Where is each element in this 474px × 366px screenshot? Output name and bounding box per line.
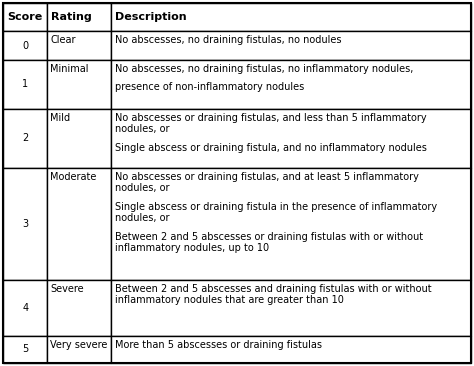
Bar xyxy=(47,280,110,336)
Bar xyxy=(110,60,471,109)
Text: Minimal: Minimal xyxy=(50,64,89,74)
Bar xyxy=(110,280,471,336)
Text: 1: 1 xyxy=(22,79,28,89)
Bar xyxy=(110,336,471,363)
Text: 4: 4 xyxy=(22,303,28,313)
Text: Description: Description xyxy=(115,12,186,22)
Text: No abscesses or draining fistulas, and at least 5 inflammatory: No abscesses or draining fistulas, and a… xyxy=(115,172,419,182)
Text: Rating: Rating xyxy=(52,12,92,22)
Bar xyxy=(110,109,471,168)
Bar xyxy=(3,3,47,31)
Bar xyxy=(47,109,110,168)
Text: Between 2 and 5 abscesses and draining fistulas with or without: Between 2 and 5 abscesses and draining f… xyxy=(115,284,431,294)
Text: 3: 3 xyxy=(22,219,28,229)
Bar xyxy=(110,168,471,280)
Text: Clear: Clear xyxy=(50,36,76,45)
Bar xyxy=(110,3,471,31)
Text: No abscesses, no draining fistulas, no inflammatory nodules,: No abscesses, no draining fistulas, no i… xyxy=(115,64,413,74)
Bar xyxy=(47,3,110,31)
Text: inflammatory nodules that are greater than 10: inflammatory nodules that are greater th… xyxy=(115,295,344,305)
Text: Single abscess or draining fistula, and no inflammatory nodules: Single abscess or draining fistula, and … xyxy=(115,143,427,153)
Bar xyxy=(110,31,471,60)
Bar xyxy=(3,280,47,336)
Text: No abscesses or draining fistulas, and less than 5 inflammatory: No abscesses or draining fistulas, and l… xyxy=(115,113,426,123)
Text: Moderate: Moderate xyxy=(50,172,97,182)
Text: Single abscess or draining fistula in the presence of inflammatory: Single abscess or draining fistula in th… xyxy=(115,202,437,212)
Bar xyxy=(47,60,110,109)
Text: 2: 2 xyxy=(22,133,28,143)
Bar xyxy=(3,336,47,363)
Text: 0: 0 xyxy=(22,41,28,51)
Text: nodules, or: nodules, or xyxy=(115,183,169,193)
Bar xyxy=(47,31,110,60)
Bar xyxy=(3,60,47,109)
Text: nodules, or: nodules, or xyxy=(115,213,169,223)
Text: No abscesses, no draining fistulas, no nodules: No abscesses, no draining fistulas, no n… xyxy=(115,36,341,45)
Bar xyxy=(3,168,47,280)
Bar xyxy=(3,109,47,168)
Text: Between 2 and 5 abscesses or draining fistulas with or without: Between 2 and 5 abscesses or draining fi… xyxy=(115,232,423,242)
Text: Severe: Severe xyxy=(50,284,84,294)
Text: Very severe: Very severe xyxy=(50,340,108,350)
Bar xyxy=(47,168,110,280)
Bar xyxy=(3,31,47,60)
Text: Score: Score xyxy=(8,12,43,22)
Text: More than 5 abscesses or draining fistulas: More than 5 abscesses or draining fistul… xyxy=(115,340,322,350)
Text: presence of non-inflammatory nodules: presence of non-inflammatory nodules xyxy=(115,82,304,93)
Text: 5: 5 xyxy=(22,344,28,354)
Bar xyxy=(47,336,110,363)
Text: inflammatory nodules, up to 10: inflammatory nodules, up to 10 xyxy=(115,243,269,253)
Text: nodules, or: nodules, or xyxy=(115,124,169,134)
Text: Mild: Mild xyxy=(50,113,71,123)
